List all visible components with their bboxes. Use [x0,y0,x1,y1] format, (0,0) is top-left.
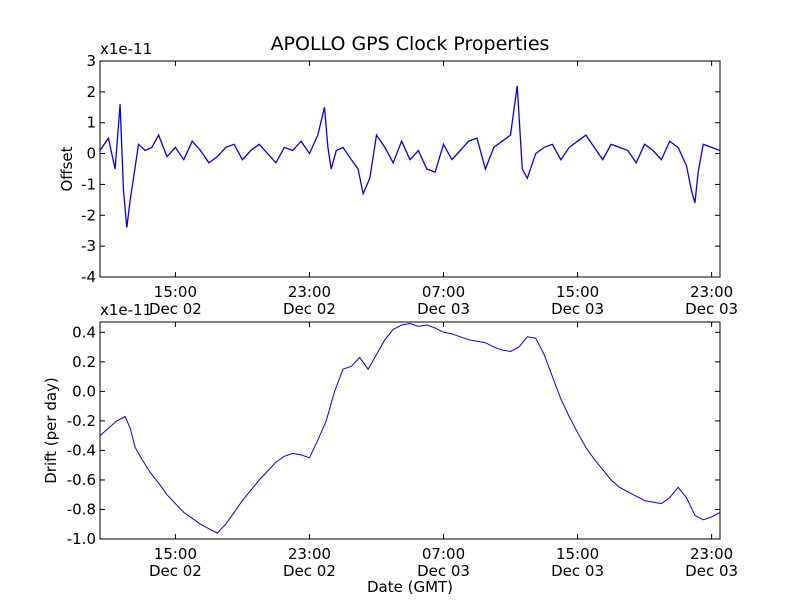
y-axis-label: Offset [58,146,76,191]
y-tick-label: -0.4 [67,441,96,459]
x-tick-date-label: Dec 03 [685,300,738,318]
chart-title: APOLLO GPS Clock Properties [271,33,550,55]
x-tick-time-label: 07:00 [422,283,465,301]
y-tick-label: -3 [81,237,96,255]
x-tick-time-label: 23:00 [288,545,331,563]
x-tick-time-label: 23:00 [288,283,331,301]
x-tick-time-label: 15:00 [556,283,599,301]
x-tick-time-label: 23:00 [690,283,733,301]
series-line-drift [99,322,721,534]
y-tick-label: 3 [86,52,96,70]
y-tick-label: 2 [86,83,96,101]
y-tick-label: -2 [81,206,96,224]
y-axis-label: Drift (per day) [42,377,60,484]
y-tick-label: 0.2 [72,353,96,371]
y-tick-label: -1 [81,175,96,193]
y-tick-label: 0 [86,145,96,163]
x-tick-date-label: Dec 03 [417,300,470,318]
x-tick-time-label: 15:00 [556,545,599,563]
y-offset-text: x1e-11 [100,40,152,58]
y-tick-label: 1 [86,114,96,132]
y-tick-label: -4 [81,268,96,286]
y-tick-label: 0.0 [72,382,96,400]
x-tick-date-label: Dec 03 [551,562,604,580]
x-tick-time-label: 15:00 [154,545,197,563]
x-tick-time-label: 23:00 [690,545,733,563]
series-line-offset [99,85,721,228]
y-tick-label: -0.8 [67,500,96,518]
x-tick-date-label: Dec 02 [149,300,202,318]
x-tick-date-label: Dec 03 [417,562,470,580]
x-tick-time-label: 15:00 [154,283,197,301]
axes-frame [99,321,721,540]
y-tick-label: 0.4 [72,323,96,341]
x-tick-date-label: Dec 02 [149,562,202,580]
y-offset-text: x1e-11 [100,301,152,319]
x-axis-label: Date (GMT) [367,578,453,596]
y-tick-label: -0.2 [67,412,96,430]
x-tick-date-label: Dec 02 [283,300,336,318]
x-tick-date-label: Dec 03 [551,300,604,318]
y-tick-label: -0.6 [67,471,96,489]
axes-frame [99,60,721,278]
x-tick-time-label: 07:00 [422,545,465,563]
x-tick-date-label: Dec 02 [283,562,336,580]
y-tick-label: -1.0 [67,530,96,548]
x-tick-date-label: Dec 03 [685,562,738,580]
